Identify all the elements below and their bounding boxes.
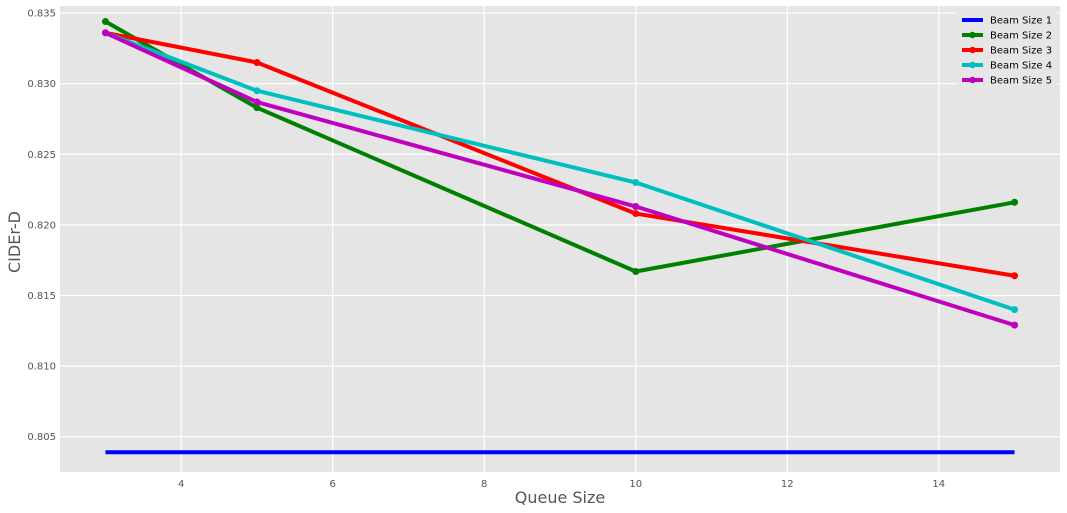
series-line <box>104 31 1016 328</box>
series-line <box>104 19 1015 274</box>
series-line <box>104 30 1016 312</box>
legend-marker <box>969 76 976 84</box>
data-point <box>1011 321 1019 329</box>
series-2 <box>101 18 1019 275</box>
y-tick-label: 0.825 <box>27 150 56 161</box>
legend-label: Beam Size 3 <box>990 46 1052 57</box>
data-point <box>253 58 261 66</box>
data-point <box>632 179 640 187</box>
data-point <box>1011 306 1019 314</box>
legend-label: Beam Size 1 <box>990 16 1052 27</box>
x-tick-label: 8 <box>481 479 487 490</box>
data-point <box>1011 272 1019 280</box>
x-tick-label: 4 <box>178 479 184 490</box>
y-tick-label: 0.830 <box>27 79 56 90</box>
series-5 <box>101 29 1019 329</box>
y-axis-label: CIDEr-D <box>5 211 24 273</box>
x-axis-label: Queue Size <box>515 488 606 507</box>
data-point <box>253 98 261 106</box>
data-point <box>632 203 640 211</box>
x-axis-ticks: 4 6 8 10 12 14 <box>178 479 945 490</box>
legend-entry: Beam Size 2 <box>962 31 1052 42</box>
y-axis-ticks: 0.805 0.810 0.815 0.820 0.825 0.830 0.835 <box>27 9 56 444</box>
legend-label: Beam Size 4 <box>990 61 1052 72</box>
x-tick-label: 14 <box>932 479 945 490</box>
data-point <box>253 87 261 95</box>
legend-marker <box>969 31 976 39</box>
data-point <box>101 29 109 37</box>
legend-entry: Beam Size 3 <box>962 46 1052 57</box>
y-tick-label: 0.805 <box>27 432 56 443</box>
legend-label: Beam Size 2 <box>990 31 1052 42</box>
y-tick-label: 0.815 <box>27 291 56 302</box>
legend-marker <box>969 61 976 69</box>
legend-marker <box>969 46 976 54</box>
legend-entry: Beam Size 5 <box>962 76 1052 87</box>
data-point <box>1011 198 1019 206</box>
legend-entry: Beam Size 1 <box>962 16 1052 27</box>
x-tick-label: 6 <box>330 479 336 490</box>
series-lines <box>101 18 1019 455</box>
y-tick-label: 0.820 <box>27 220 56 231</box>
x-tick-label: 10 <box>629 479 642 490</box>
data-point <box>632 210 640 218</box>
data-point <box>632 267 640 275</box>
y-tick-label: 0.810 <box>27 362 56 373</box>
data-point <box>253 104 261 112</box>
legend-entry: Beam Size 4 <box>962 61 1052 72</box>
data-point <box>101 18 109 26</box>
legend: Beam Size 1 Beam Size 2 Beam Size 3 Beam Si… <box>957 10 1057 90</box>
y-tick-label: 0.835 <box>27 9 56 20</box>
x-tick-label: 12 <box>781 479 794 490</box>
legend-label: Beam Size 5 <box>990 76 1052 87</box>
